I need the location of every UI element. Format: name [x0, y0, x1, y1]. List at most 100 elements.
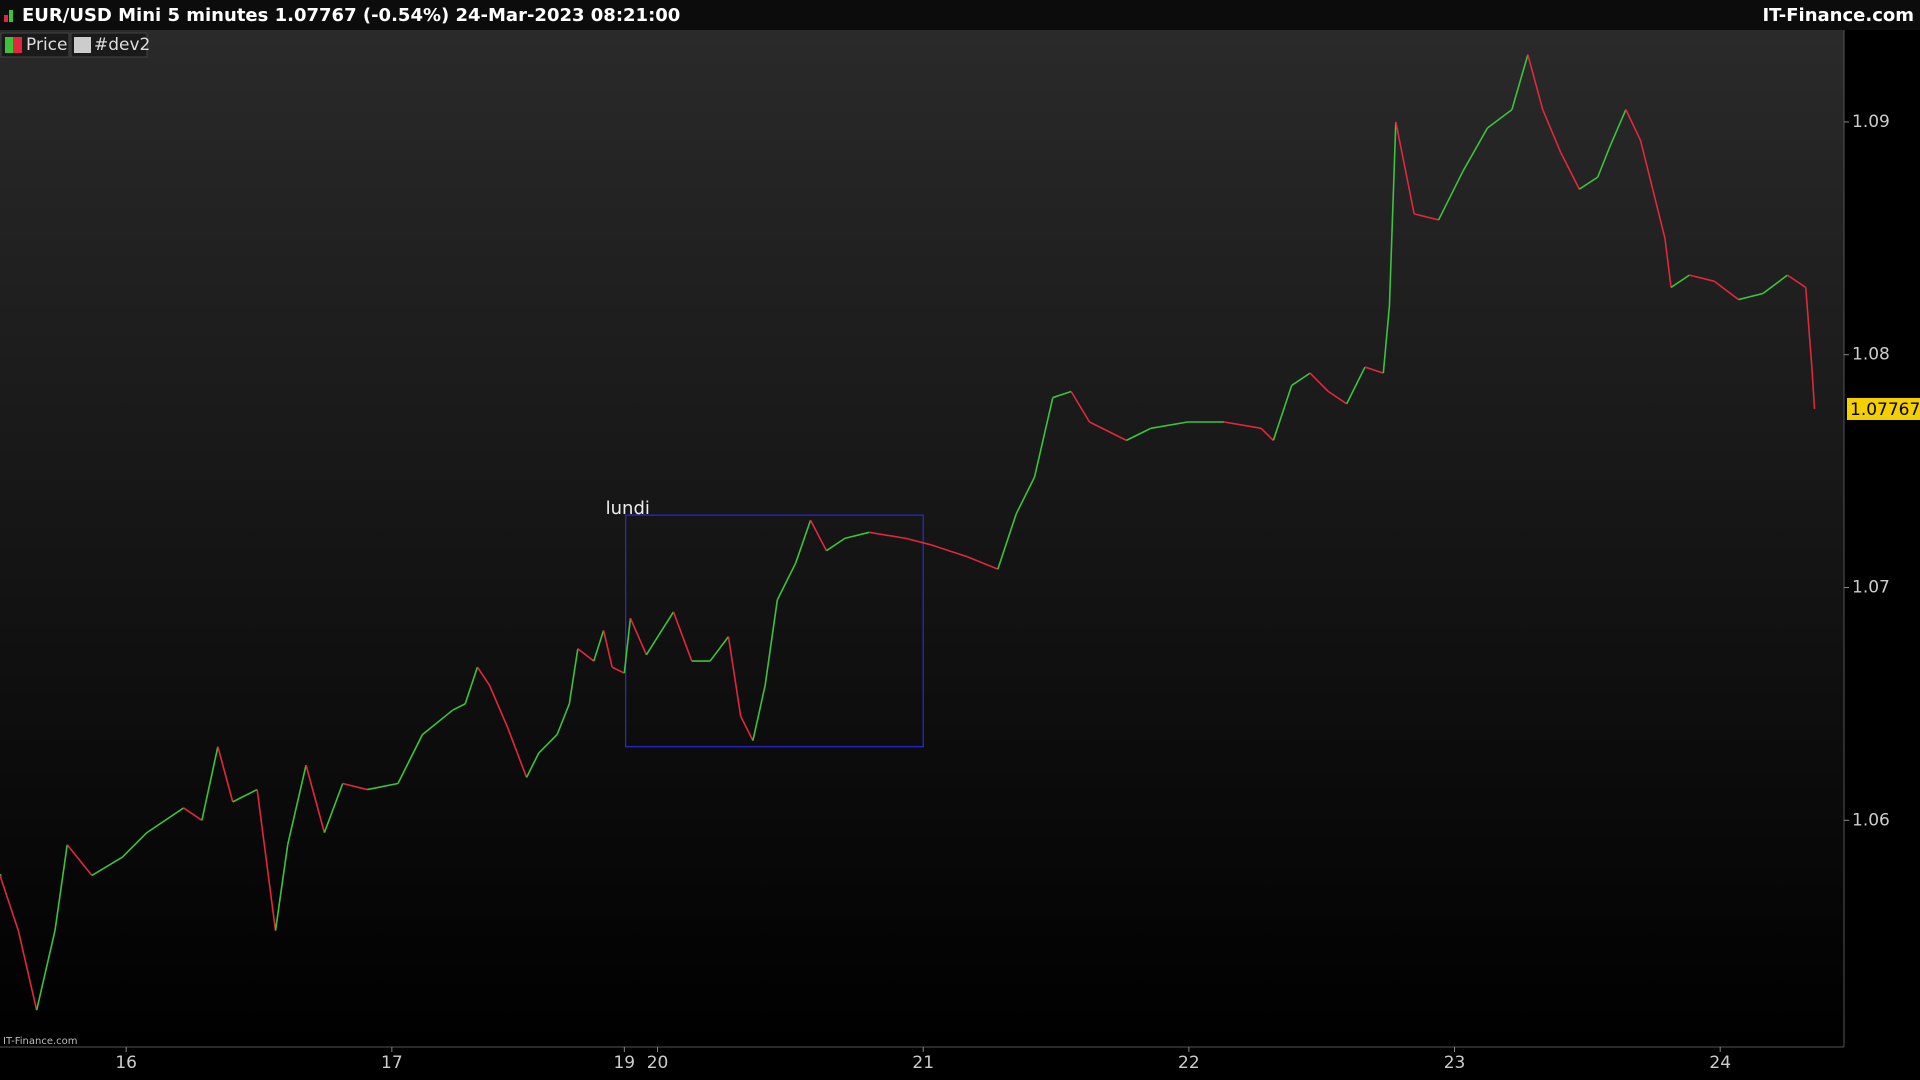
- x-tick-label: 21: [912, 1053, 934, 1073]
- price-segment: [1413, 213, 1439, 221]
- price-segment: [538, 734, 558, 754]
- price-segment: [1395, 121, 1415, 215]
- price-segment: [1786, 274, 1807, 289]
- price-segment: [217, 746, 234, 803]
- price-segment: [672, 611, 693, 662]
- x-tick-label: 20: [647, 1053, 669, 1073]
- x-tick-label: 19: [613, 1053, 635, 1073]
- price-segment: [54, 844, 69, 931]
- price-segment: [1309, 372, 1329, 393]
- brand: IT-Finance.com: [1762, 5, 1914, 26]
- price-segment: [556, 703, 571, 735]
- price-segment: [1639, 140, 1654, 190]
- price-segment: [232, 788, 258, 803]
- price-segment: [1224, 421, 1262, 430]
- price-segment: [421, 709, 454, 736]
- last-price-label: 1.07767: [1850, 400, 1920, 420]
- price-segment: [1527, 54, 1544, 110]
- price-segment: [869, 531, 907, 540]
- price-segment: [966, 556, 999, 570]
- annotation-label: lundi: [606, 498, 650, 519]
- price-segment: [1052, 390, 1072, 399]
- price-segment: [1664, 238, 1672, 288]
- x-tick-label: 22: [1178, 1053, 1200, 1073]
- price-segment: [727, 636, 742, 717]
- price-segment: [1578, 176, 1599, 190]
- plot-area: [0, 30, 1844, 1047]
- header-icon: [4, 15, 8, 22]
- price-segment: [577, 648, 595, 662]
- price-segment: [997, 513, 1017, 570]
- price-segment: [1689, 274, 1715, 282]
- price-segment: [776, 562, 797, 601]
- header-icon: [9, 10, 13, 22]
- price-segment: [905, 537, 931, 546]
- price-segment: [645, 611, 675, 656]
- price-segment: [323, 783, 344, 833]
- price-segment: [1388, 121, 1397, 306]
- price-segment: [201, 746, 219, 821]
- price-segment: [794, 519, 812, 564]
- price-segment: [91, 856, 123, 877]
- price-segment: [35, 930, 56, 1011]
- legend-label: #dev2: [94, 35, 150, 55]
- price-segment: [66, 844, 93, 876]
- price-segment: [274, 844, 289, 931]
- price-segment: [342, 782, 368, 791]
- price-segment: [1345, 366, 1366, 405]
- y-tick-label: 1.08: [1852, 345, 1890, 365]
- price-segment: [507, 728, 528, 778]
- price-segment: [1291, 372, 1311, 387]
- price-segment: [1651, 189, 1666, 239]
- price-segment: [17, 930, 38, 1011]
- price-segment: [709, 636, 730, 662]
- price-segment: [1126, 427, 1152, 442]
- chart-title: EUR/USD Mini 5 minutes 1.07767 (-0.54%) …: [22, 5, 680, 26]
- price-segment: [1327, 390, 1348, 405]
- price-segment: [1625, 109, 1642, 141]
- price-segment: [809, 519, 828, 552]
- price-segment: [1272, 385, 1293, 441]
- price-segment: [1070, 391, 1091, 423]
- price-segment: [1437, 170, 1464, 221]
- price-segment: [844, 531, 870, 540]
- price-segment: [1015, 476, 1036, 515]
- price-segment: [739, 715, 754, 742]
- price-segment: [1738, 292, 1764, 301]
- price-segment: [623, 618, 632, 674]
- price-segment: [1596, 146, 1611, 178]
- price-segment: [611, 666, 625, 674]
- y-tick-label: 1.09: [1852, 112, 1890, 132]
- price-segment: [1033, 397, 1054, 478]
- price-segment: [1511, 54, 1529, 110]
- price-segment: [305, 764, 326, 833]
- price-segment: [1260, 427, 1274, 441]
- last-price-box: [1847, 397, 1920, 420]
- annotation-box: [625, 514, 924, 748]
- price-segment: [1609, 109, 1627, 147]
- x-tick-label: 16: [115, 1053, 137, 1073]
- price-segment: [525, 752, 540, 778]
- price-segment: [602, 630, 613, 668]
- legend-swatch: [5, 37, 13, 53]
- price-segment: [1541, 109, 1562, 153]
- y-tick-label: 1.06: [1852, 810, 1890, 830]
- legend-swatch: [13, 37, 22, 53]
- price-segment: [1382, 305, 1391, 374]
- price-segment: [476, 666, 491, 686]
- price-segment: [397, 734, 424, 784]
- price-segment: [1364, 366, 1384, 374]
- price-segment: [1670, 274, 1690, 289]
- price-segment: [286, 764, 307, 845]
- price-segment: [1089, 421, 1127, 442]
- price-segment: [1560, 152, 1581, 190]
- price-segment: [183, 807, 203, 821]
- price-segment: [593, 630, 605, 662]
- price-segment: [1804, 287, 1813, 368]
- price-segment: [568, 648, 579, 705]
- price-segment: [146, 807, 185, 834]
- price-segment: [121, 832, 148, 858]
- price-segment: [629, 617, 648, 656]
